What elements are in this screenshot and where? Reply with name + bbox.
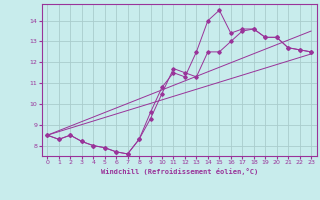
X-axis label: Windchill (Refroidissement éolien,°C): Windchill (Refroidissement éolien,°C) [100,168,258,175]
